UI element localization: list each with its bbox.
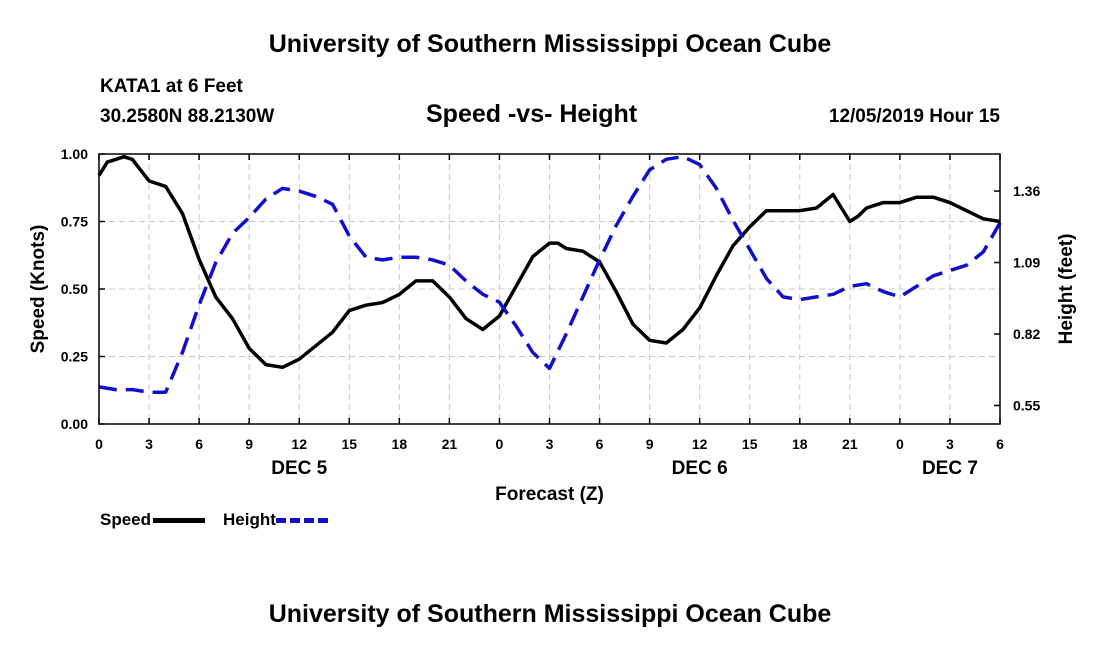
legend: Speed Height [100, 508, 328, 532]
station-name: KATA1 at 6 Feet [100, 76, 243, 97]
date-label: DEC 7 [922, 458, 978, 479]
x-tick-label: 12 [692, 436, 708, 452]
legend-speed-label: Speed [100, 510, 152, 529]
y-tick-label: 0.75 [61, 214, 88, 230]
date-label: DEC 5 [271, 458, 327, 479]
x-tick-label: 15 [742, 436, 758, 452]
legend-height-swatch [275, 517, 328, 523]
legend-speed-swatch [153, 517, 206, 523]
x-tick-label: 15 [341, 436, 357, 452]
series-layer [97, 154, 1002, 394]
x-tick-label: 12 [291, 436, 307, 452]
y-tick-label: 0.00 [61, 416, 88, 432]
x-axis-title: Forecast (Z) [495, 484, 604, 505]
x-tick-label: 9 [245, 436, 253, 452]
x-tick-label: 18 [392, 436, 408, 452]
x-tick-label: 0 [95, 436, 103, 452]
label-layer: 0 3 6 9 12 15 18 21 0 3 6 9 12 15 18 21 0 3 6 DEC 5 DEC 6 DEC… [28, 146, 1077, 505]
bottom-title: University of Southern Mississippi Ocean… [268, 600, 832, 628]
x-tick-label: 18 [792, 436, 808, 452]
top-title: University of Southern Mississippi Ocean… [268, 30, 832, 58]
axis-layer [98, 153, 1001, 425]
y2-tick-label: 1.09 [1013, 255, 1040, 271]
x-tick-label: 21 [842, 436, 858, 452]
x-tick-label: 0 [896, 436, 904, 452]
y2-tick-label: 0.55 [1013, 397, 1040, 413]
y-tick-label: 0.50 [61, 281, 88, 297]
x-tick-label: 0 [496, 436, 504, 452]
speed-series-line [97, 154, 1001, 370]
y2-tick-label: 0.82 [1013, 326, 1040, 342]
y2-axis-title: Height (feet) [1056, 234, 1077, 345]
grid-layer [99, 154, 1000, 424]
y-tick-label: 0.25 [61, 349, 88, 365]
height-series-line [98, 154, 1002, 394]
y2-tick-label: 1.36 [1013, 183, 1040, 199]
x-tick-label: 9 [646, 436, 654, 452]
x-tick-label: 3 [546, 436, 554, 452]
forecast-datetime: 12/05/2019 Hour 15 [828, 106, 1000, 127]
chart-title: Speed -vs- Height [426, 100, 638, 128]
station-coords: 30.2580N 88.2130W [100, 106, 275, 127]
y-tick-label: 1.00 [61, 146, 88, 162]
x-tick-label: 6 [996, 436, 1004, 452]
x-tick-label: 6 [195, 436, 203, 452]
legend-height-label: Height [223, 510, 276, 529]
x-tick-label: 3 [145, 436, 153, 452]
y-axis-title: Speed (Knots) [28, 225, 49, 354]
date-label: DEC 6 [672, 458, 728, 479]
x-tick-label: 21 [442, 436, 458, 452]
x-tick-label: 6 [596, 436, 604, 452]
x-tick-label: 3 [946, 436, 954, 452]
